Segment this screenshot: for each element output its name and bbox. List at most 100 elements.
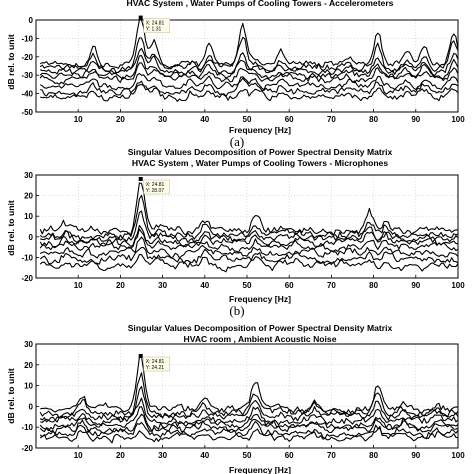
panel-c-marker-x: X: 24.81 <box>146 359 165 365</box>
panel-a-ylabel: dB rel. to unit <box>6 34 16 90</box>
panel-a-marker-x: X: 24.81 <box>146 21 165 27</box>
series-line-6 <box>39 236 459 259</box>
y-tick-label: 0 <box>29 16 34 25</box>
x-tick-label: 40 <box>200 451 209 460</box>
x-tick-label: 90 <box>411 115 420 124</box>
x-tick-label: 20 <box>116 281 125 290</box>
x-tick-label: 30 <box>158 115 167 124</box>
x-tick-label: 50 <box>243 115 252 124</box>
panel-a-series <box>39 19 459 102</box>
x-tick-label: 20 <box>116 115 125 124</box>
panel-c-xlabel: Frequency [Hz] <box>229 465 291 474</box>
x-tick-label: 100 <box>451 451 465 460</box>
y-tick-label: 30 <box>24 340 33 349</box>
series-line-5 <box>39 62 459 85</box>
y-tick-label: 30 <box>24 171 33 180</box>
x-tick-label: 40 <box>200 281 209 290</box>
x-tick-label: 90 <box>411 281 420 290</box>
series-line-5 <box>39 228 459 253</box>
series-line-4 <box>40 397 459 427</box>
panel-c-title: Singular Values Decomposition of Power S… <box>128 323 393 333</box>
panel-a-y-ticks: -50 -40 -30 -20 -10 0 <box>21 16 39 117</box>
panel-c-marker-y: Y: 24.21 <box>146 365 165 371</box>
panel-a-marker-point <box>138 15 143 20</box>
x-tick-label: 40 <box>200 115 209 124</box>
panel-b-marker: X: 24.81 Y: 28.07 <box>138 176 170 195</box>
series-line-7 <box>40 77 459 98</box>
panel-c-marker-point <box>138 354 143 359</box>
panel-b-title: Singular Values Decomposition of Power S… <box>128 147 393 157</box>
series-line-1 <box>40 355 459 415</box>
series-line-8 <box>39 425 459 444</box>
panel-c-ylabel: dB rel. to unit <box>6 368 16 424</box>
x-tick-label: 70 <box>327 115 336 124</box>
y-tick-label: -20 <box>21 444 33 453</box>
panel-c-series <box>39 355 459 444</box>
panel-b-x-ticks: 10 20 30 40 50 60 70 80 90 100 <box>74 275 465 290</box>
y-tick-label: -20 <box>21 274 33 283</box>
y-tick-label: -40 <box>21 90 33 99</box>
x-tick-label: 100 <box>451 281 465 290</box>
panel-a-title: HVAC System , Water Pumps of Cooling Tow… <box>127 0 394 8</box>
x-tick-label: 60 <box>285 281 294 290</box>
x-tick-label: 20 <box>116 451 125 460</box>
panel-b-ylabel: dB rel. to unit <box>6 200 16 256</box>
panel-c-y-ticks: -20 -10 0 10 20 30 <box>21 340 39 453</box>
y-tick-label: -10 <box>21 423 33 432</box>
panel-a-marker-y: Y: 1.31 <box>146 27 162 33</box>
series-line-3 <box>40 210 459 244</box>
series-line-6 <box>39 413 459 435</box>
x-tick-label: 10 <box>74 281 83 290</box>
x-tick-label: 60 <box>285 115 294 124</box>
panel-a-x-ticks: 10 20 30 40 50 60 70 80 90 100 <box>74 109 465 124</box>
x-tick-label: 80 <box>369 281 378 290</box>
panel-b-caption: (b) <box>229 303 244 318</box>
x-tick-label: 70 <box>327 281 336 290</box>
y-tick-label: 0 <box>29 233 34 242</box>
panel-b: Singular Values Decomposition of Power S… <box>6 147 465 318</box>
series-line-4 <box>39 55 459 80</box>
panel-a-xlabel: Frequency [Hz] <box>229 125 291 135</box>
panel-a-caption: (a) <box>230 134 244 149</box>
panel-b-marker-box <box>143 179 170 195</box>
series-line-3 <box>39 47 459 77</box>
series-line-1 <box>39 182 459 236</box>
series-line-3 <box>39 385 459 423</box>
x-tick-label: 10 <box>74 115 83 124</box>
x-tick-label: 70 <box>327 451 336 460</box>
x-tick-label: 30 <box>158 451 167 460</box>
panel-c-x-ticks: 10 20 30 40 50 60 70 80 90 100 <box>74 445 465 460</box>
panel-b-y-ticks: -20 -10 0 10 20 30 <box>21 171 39 283</box>
panel-c-marker: X: 24.81 Y: 24.21 <box>138 354 170 372</box>
series-line-7 <box>39 420 459 440</box>
series-line-5 <box>39 406 459 433</box>
panel-b-subtitle: HVAC System , Water Pumps of Cooling Tow… <box>132 158 388 168</box>
y-tick-label: -30 <box>21 71 33 80</box>
panel-c: Singular Values Decomposition of Power S… <box>6 323 465 474</box>
x-tick-label: 30 <box>158 281 167 290</box>
series-line-8 <box>40 83 459 102</box>
panel-b-marker-point <box>138 176 143 181</box>
x-tick-label: 10 <box>74 451 83 460</box>
series-line-2 <box>39 194 459 241</box>
x-tick-label: 50 <box>243 451 252 460</box>
panel-c-marker-box <box>143 356 170 372</box>
series-line-7 <box>39 246 459 265</box>
y-tick-label: 20 <box>24 192 33 201</box>
series-line-4 <box>39 224 459 249</box>
y-tick-label: -10 <box>21 253 33 262</box>
y-tick-label: 20 <box>24 361 33 370</box>
panel-b-marker-y: Y: 28.07 <box>146 188 165 194</box>
x-tick-label: 80 <box>369 451 378 460</box>
y-tick-label: -50 <box>21 108 33 117</box>
x-tick-label: 90 <box>411 451 420 460</box>
x-tick-label: 80 <box>369 115 378 124</box>
y-tick-label: 10 <box>24 212 33 221</box>
series-line-1 <box>39 19 459 70</box>
y-tick-label: -10 <box>21 34 33 43</box>
x-tick-label: 100 <box>451 115 465 124</box>
panel-a-marker: X: 24.81 Y: 1.31 <box>138 15 170 33</box>
x-tick-label: 50 <box>243 281 252 290</box>
panel-b-xlabel: Frequency [Hz] <box>229 294 291 304</box>
